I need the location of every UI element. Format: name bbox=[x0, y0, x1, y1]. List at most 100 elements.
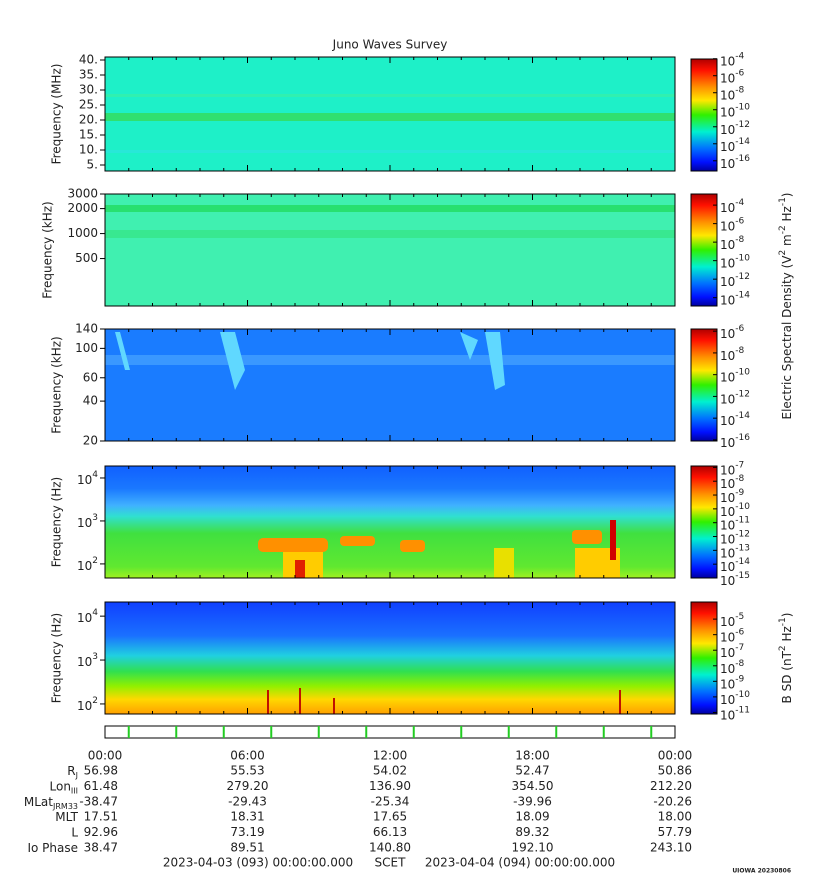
ephemeris-label-text: Io Phase bbox=[27, 841, 78, 855]
y-tick-label: 500 bbox=[75, 251, 98, 265]
colorbar-tick-label: 10-8 bbox=[720, 235, 745, 252]
ephemeris-value: 50.86 bbox=[658, 764, 692, 778]
title-text: m bbox=[780, 234, 794, 250]
footer-start: 2023-04-03 (093) 00:00:00.000 bbox=[163, 856, 353, 870]
tick-exponent: -12 bbox=[735, 389, 750, 399]
tick-base: 10 bbox=[720, 574, 735, 588]
tick-base: 10 bbox=[720, 560, 735, 574]
ephemeris-label-text: MLT bbox=[55, 810, 78, 824]
ephemeris-value: 17.51 bbox=[84, 810, 118, 824]
tick-exponent: 2 bbox=[92, 555, 98, 565]
spectrogram-band bbox=[105, 113, 675, 121]
y-axis-label: Frequency (kHz) bbox=[50, 336, 64, 433]
spectrogram-band bbox=[105, 94, 675, 97]
tick-exponent: -8 bbox=[735, 235, 744, 245]
credit: UIOWA 20230806 bbox=[732, 868, 791, 875]
colorbar-tick-label: 10-12 bbox=[720, 119, 750, 136]
tick-base: 10 bbox=[720, 661, 735, 675]
y-tick-label: 30. bbox=[79, 83, 98, 97]
tick-base: 10 bbox=[720, 708, 735, 722]
y-tick-label: 2000 bbox=[67, 201, 98, 215]
y-tick-label: 104 bbox=[77, 469, 98, 486]
colorbar bbox=[690, 465, 718, 579]
tick-exponent: -6 bbox=[735, 627, 744, 637]
tick-base: 10 bbox=[720, 201, 735, 215]
spectrogram bbox=[105, 602, 675, 714]
colorbar-tick-label: 10-7 bbox=[720, 460, 744, 477]
ephemeris-value: 354.50 bbox=[512, 779, 554, 793]
spectrogram-band bbox=[105, 205, 675, 212]
ephemeris-value: 89.32 bbox=[515, 825, 549, 839]
tick-exponent: -6 bbox=[735, 324, 744, 334]
spectrogram-features bbox=[258, 520, 620, 578]
spectrogram-band bbox=[105, 150, 675, 153]
x-tick-label: 00:00 bbox=[658, 749, 693, 763]
ephemeris-label-text: L bbox=[71, 825, 78, 839]
spectrogram-band bbox=[105, 230, 675, 238]
colorbar-tick-label: 10-14 bbox=[720, 411, 750, 428]
y-tick-label: 10. bbox=[79, 143, 98, 157]
tick-base: 10 bbox=[720, 370, 735, 384]
tick-exponent: 3 bbox=[92, 512, 98, 522]
tick-exponent: -14 bbox=[735, 136, 750, 146]
colorbar-tick-label: 10-9 bbox=[720, 488, 745, 505]
colorbar-tick-label: 10-10 bbox=[720, 253, 750, 270]
tick-base: 10 bbox=[720, 414, 735, 428]
ephemeris-value: 56.98 bbox=[84, 764, 118, 778]
tick-exponent: -14 bbox=[735, 411, 750, 421]
ephemeris-value: 73.19 bbox=[230, 825, 264, 839]
colorbar-tick-label: 10-4 bbox=[720, 198, 745, 215]
ephemeris-value: -38.47 bbox=[79, 794, 118, 808]
colorbar-tick-label: 10-11 bbox=[720, 515, 750, 532]
ephemeris-label-text: MLat bbox=[24, 794, 53, 808]
colorbar-tick-label: 10-8 bbox=[720, 345, 745, 362]
y-axis-label: Frequency (MHz) bbox=[50, 64, 64, 165]
tick-exponent: -6 bbox=[735, 216, 744, 226]
tick-base: 10 bbox=[720, 504, 735, 518]
colorbar-tick-label: 10-6 bbox=[720, 627, 745, 644]
ephemeris-value: 192.10 bbox=[512, 841, 554, 855]
y-axis-label: Frequency (Hz) bbox=[50, 477, 64, 568]
superscript: -2 bbox=[778, 225, 788, 234]
tick-exponent: 4 bbox=[92, 608, 98, 618]
colorbar-tick-label: 10-10 bbox=[720, 501, 750, 518]
tick-base: 10 bbox=[720, 105, 735, 119]
ephemeris-value: 18.00 bbox=[658, 810, 692, 824]
tick-base: 10 bbox=[720, 238, 735, 252]
spectrogram bbox=[105, 194, 675, 306]
tick-base: 10 bbox=[720, 477, 735, 491]
ephemeris-value: 57.79 bbox=[658, 825, 692, 839]
ephemeris-value: 92.96 bbox=[84, 825, 118, 839]
colorbar bbox=[690, 328, 718, 442]
tick-base: 10 bbox=[720, 630, 735, 644]
superscript: -1 bbox=[778, 197, 788, 206]
ephemeris-value: 18.31 bbox=[230, 810, 264, 824]
y-tick-label: 20. bbox=[79, 113, 98, 127]
y-tick-label: 40 bbox=[83, 394, 98, 408]
tick-base: 10 bbox=[720, 615, 735, 629]
tick-exponent: -16 bbox=[735, 153, 750, 163]
ephemeris-value: 243.10 bbox=[650, 841, 692, 855]
colorbar-tick-label: 10-5 bbox=[720, 612, 744, 629]
ephemeris-value: 52.47 bbox=[515, 764, 549, 778]
tick-exponent: -11 bbox=[735, 705, 750, 715]
tick-base: 10 bbox=[720, 435, 735, 449]
spectrogram-features bbox=[267, 688, 621, 714]
y-tick-label: 140 bbox=[75, 322, 98, 336]
colorbar-tick-label: 10-7 bbox=[720, 643, 744, 660]
colorbar-tick-label: 10-6 bbox=[720, 324, 745, 341]
ephemeris-label-text: Lon bbox=[50, 779, 71, 793]
colorbar-tick-label: 10-8 bbox=[720, 85, 745, 102]
ephemeris-value: 17.65 bbox=[373, 810, 407, 824]
colorbar-tick-label: 10-11 bbox=[720, 705, 750, 722]
tick-exponent: -4 bbox=[735, 198, 744, 208]
ephemeris-label: RJ bbox=[67, 764, 78, 780]
ephemeris-value: 54.02 bbox=[373, 764, 407, 778]
chart-title: Juno Waves Survey bbox=[332, 38, 448, 52]
title-text: B SD (nT bbox=[780, 650, 794, 703]
subscript: J bbox=[75, 771, 78, 780]
tick-base: 10 bbox=[720, 546, 735, 560]
tick-exponent: 4 bbox=[92, 469, 98, 479]
tick-base: 10 bbox=[720, 646, 735, 660]
x-tick-label: 18:00 bbox=[515, 749, 550, 763]
